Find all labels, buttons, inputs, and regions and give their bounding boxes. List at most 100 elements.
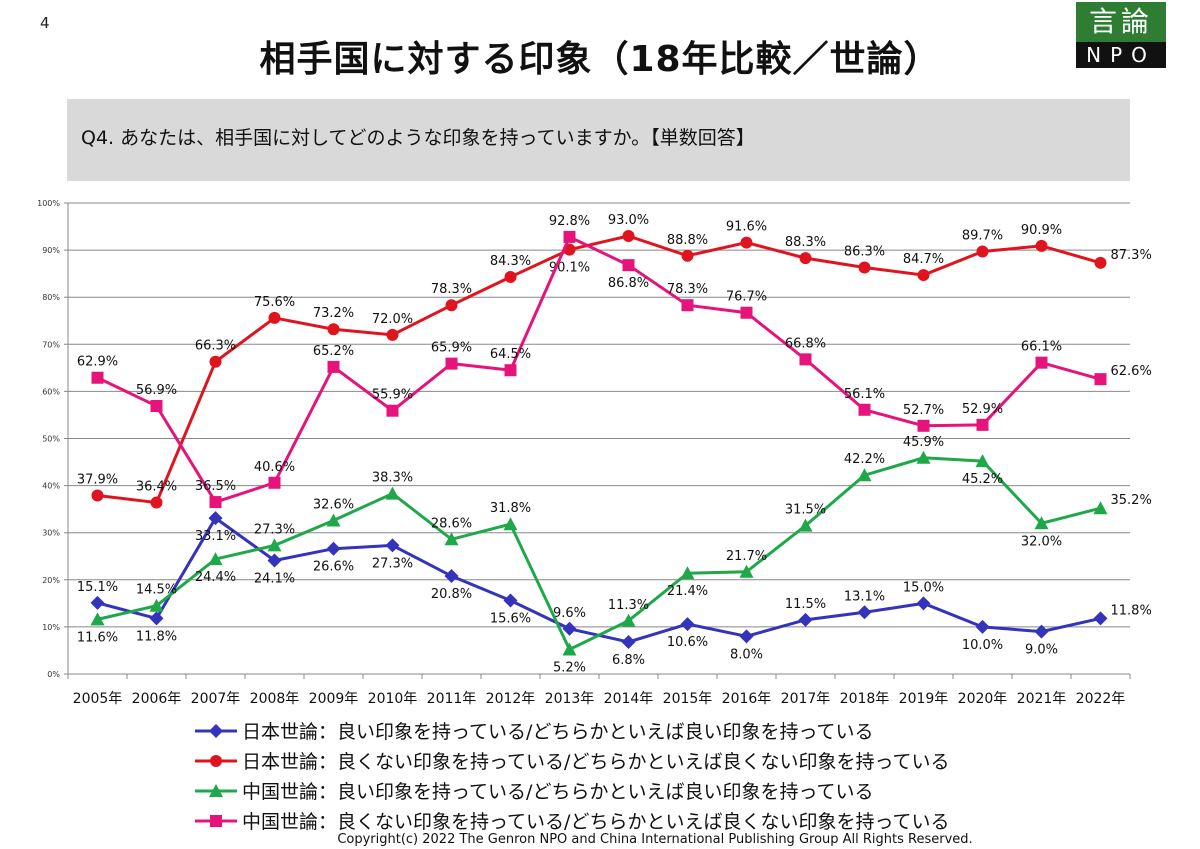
square-marker bbox=[210, 815, 222, 827]
y-tick-label: 10% bbox=[42, 623, 60, 632]
x-tick-label: 2012年 bbox=[486, 691, 536, 707]
legend-label: 中国世論：良くない印象を持っている/どちらかといえば良くない印象を持っている bbox=[242, 811, 950, 833]
circle-marker bbox=[91, 489, 104, 502]
triangle-marker bbox=[1093, 501, 1108, 515]
data-label: 89.7% bbox=[962, 229, 1003, 244]
data-label: 11.6% bbox=[77, 630, 118, 645]
data-label: 26.6% bbox=[313, 560, 354, 575]
circle-marker bbox=[1094, 256, 1107, 269]
circle-marker bbox=[740, 236, 753, 249]
data-label: 65.2% bbox=[313, 344, 354, 359]
y-tick-label: 80% bbox=[42, 293, 60, 302]
circle-marker bbox=[445, 299, 458, 312]
diamond-marker bbox=[562, 621, 577, 636]
square-marker bbox=[799, 353, 812, 366]
data-label: 45.2% bbox=[962, 472, 1003, 487]
data-label: 56.9% bbox=[136, 383, 177, 398]
square-marker bbox=[1035, 356, 1048, 369]
y-tick-label: 20% bbox=[42, 576, 60, 585]
data-label: 21.4% bbox=[667, 584, 708, 599]
data-label: 31.5% bbox=[785, 503, 826, 518]
x-tick-label: 2017年 bbox=[781, 691, 831, 707]
x-tick-label: 2015年 bbox=[663, 691, 713, 707]
data-label: 84.3% bbox=[490, 254, 531, 269]
legend-label: 日本世論：良くない印象を持っている/どちらかといえば良くない印象を持っている bbox=[242, 751, 950, 773]
y-tick-label: 0% bbox=[47, 670, 60, 679]
data-label: 27.3% bbox=[372, 556, 413, 571]
diamond-marker bbox=[680, 617, 695, 632]
circle-marker bbox=[858, 261, 871, 274]
legend-label: 日本世論：良い印象を持っている/どちらかといえば良い印象を持っている bbox=[242, 721, 874, 743]
diamond-marker bbox=[503, 593, 518, 608]
series-circle: 37.9% 36.4% 66.3% 75.6% 73.2% 72.0% 78.3% 84.3%… bbox=[77, 213, 1152, 773]
page-number: 4 bbox=[40, 14, 50, 32]
data-label: 9.0% bbox=[1025, 643, 1058, 658]
diamond-marker bbox=[90, 595, 105, 610]
diamond-marker bbox=[444, 569, 459, 584]
data-label: 6.8% bbox=[612, 653, 645, 668]
diamond-marker bbox=[326, 541, 341, 556]
data-label: 42.2% bbox=[844, 452, 885, 467]
data-label: 72.0% bbox=[372, 312, 413, 327]
x-tick-label: 2020年 bbox=[958, 691, 1008, 707]
data-label: 55.9% bbox=[372, 388, 413, 403]
circle-marker bbox=[681, 249, 694, 262]
circle-marker bbox=[209, 355, 222, 368]
data-label: 38.3% bbox=[372, 471, 413, 486]
triangle-marker bbox=[680, 566, 695, 580]
data-label: 56.1% bbox=[844, 387, 885, 402]
square-marker bbox=[150, 400, 163, 413]
data-label: 73.2% bbox=[313, 306, 354, 321]
legend-label: 中国世論：良い印象を持っている/どちらかといえば良い印象を持っている bbox=[242, 781, 874, 803]
data-label: 15.6% bbox=[490, 612, 531, 627]
logo-bottom: NPO bbox=[1076, 42, 1166, 68]
diamond-marker bbox=[975, 619, 990, 634]
x-tick-label: 2008年 bbox=[250, 691, 300, 707]
data-label: 5.2% bbox=[553, 661, 586, 676]
square-marker bbox=[622, 259, 635, 272]
data-label: 75.6% bbox=[254, 295, 295, 310]
x-tick-label: 2010年 bbox=[368, 691, 418, 707]
circle-marker bbox=[210, 755, 222, 767]
data-label: 31.8% bbox=[490, 501, 531, 516]
x-tick-label: 2005年 bbox=[73, 691, 123, 707]
square-marker bbox=[327, 360, 340, 373]
triangle-marker bbox=[562, 642, 577, 656]
circle-marker bbox=[1035, 239, 1048, 252]
data-label: 33.1% bbox=[195, 529, 236, 544]
x-tick-label: 2016年 bbox=[722, 691, 772, 707]
series-square: 62.9% 56.9% 36.5% 40.6% 65.2% 55.9% 65.9% 64.5%… bbox=[77, 214, 1152, 833]
diamond-marker bbox=[209, 724, 223, 738]
triangle-marker bbox=[208, 552, 223, 566]
data-label: 10.6% bbox=[667, 635, 708, 650]
data-label: 24.1% bbox=[254, 571, 295, 586]
data-label: 93.0% bbox=[608, 213, 649, 228]
question-text: Q4. あなたは、相手国に対してどのような印象を持っていますか。【単数回答】 bbox=[81, 127, 755, 149]
data-label: 88.8% bbox=[667, 233, 708, 248]
data-label: 90.9% bbox=[1021, 223, 1062, 238]
x-tick-label: 2018年 bbox=[840, 691, 890, 707]
data-label: 52.7% bbox=[903, 403, 944, 418]
data-label: 87.3% bbox=[1111, 248, 1152, 263]
triangle-marker bbox=[503, 517, 518, 531]
data-label: 11.8% bbox=[136, 629, 177, 644]
data-label: 90.1% bbox=[549, 261, 590, 276]
data-label: 20.8% bbox=[431, 587, 472, 602]
circle-marker bbox=[150, 496, 163, 509]
circle-marker bbox=[799, 252, 812, 265]
series-diamond: 15.1% 11.8% 33.1% 24.1% 26.6% 27.3% 20.8% 15.6%… bbox=[77, 511, 1152, 743]
y-tick-label: 50% bbox=[42, 435, 60, 444]
data-label: 10.0% bbox=[962, 638, 1003, 653]
data-label: 86.8% bbox=[608, 276, 649, 291]
triangle-marker bbox=[739, 564, 754, 578]
data-label: 27.3% bbox=[254, 522, 295, 537]
data-label: 28.6% bbox=[431, 516, 472, 531]
data-label: 11.8% bbox=[1111, 603, 1152, 618]
data-label: 76.7% bbox=[726, 290, 767, 305]
circle-marker bbox=[327, 323, 340, 336]
square-marker bbox=[858, 403, 871, 416]
data-label: 35.2% bbox=[1111, 493, 1152, 508]
x-tick-label: 2006年 bbox=[132, 691, 182, 707]
data-label: 88.3% bbox=[785, 235, 826, 250]
data-label: 66.8% bbox=[785, 336, 826, 351]
